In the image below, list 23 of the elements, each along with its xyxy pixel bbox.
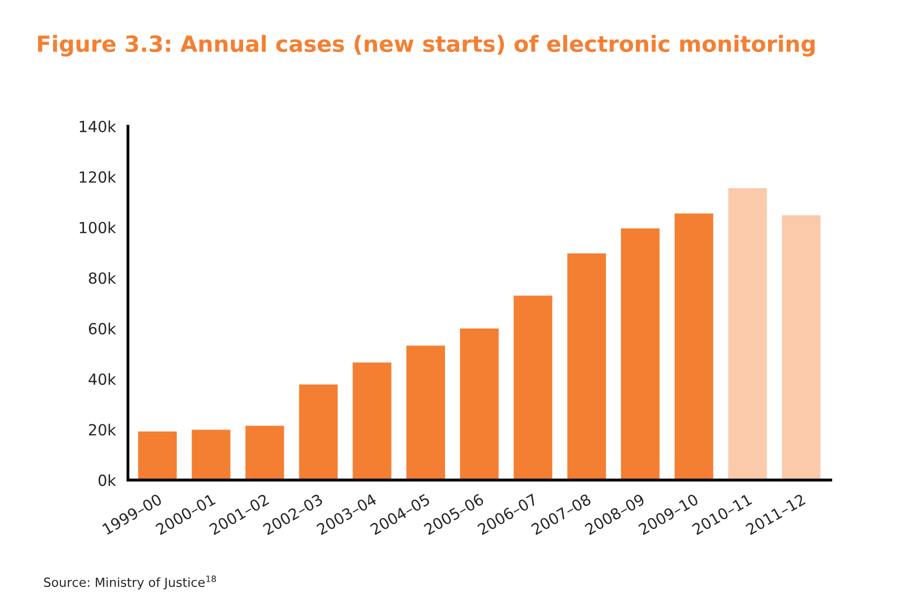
y-tick-label: 40k [88, 373, 116, 386]
bar [406, 346, 445, 480]
bar [245, 426, 284, 480]
bar [620, 228, 660, 480]
y-tick-label: 80k [88, 272, 116, 284]
y-tick-label: 120k [80, 171, 116, 183]
bar [567, 253, 606, 480]
y-tick-label: 20k [88, 424, 116, 436]
bar [514, 296, 552, 480]
bar [299, 384, 338, 480]
bar [782, 215, 821, 480]
chart-title: Figure 3.3: Annual cases (new starts) of electronic monitoring [38, 34, 815, 57]
y-tick-label: 140k [80, 120, 116, 132]
bar [352, 362, 392, 480]
bar [728, 188, 767, 480]
bar [138, 432, 177, 480]
y-tick-label: 0k [98, 474, 116, 486]
y-tick-label: 100k [80, 222, 116, 234]
y-tick-label: 60k [88, 322, 116, 334]
source-note: Source: Ministry of Justice$^{18}$ [44, 576, 216, 590]
bar [674, 213, 714, 480]
bar [192, 430, 230, 480]
bar [460, 328, 499, 480]
